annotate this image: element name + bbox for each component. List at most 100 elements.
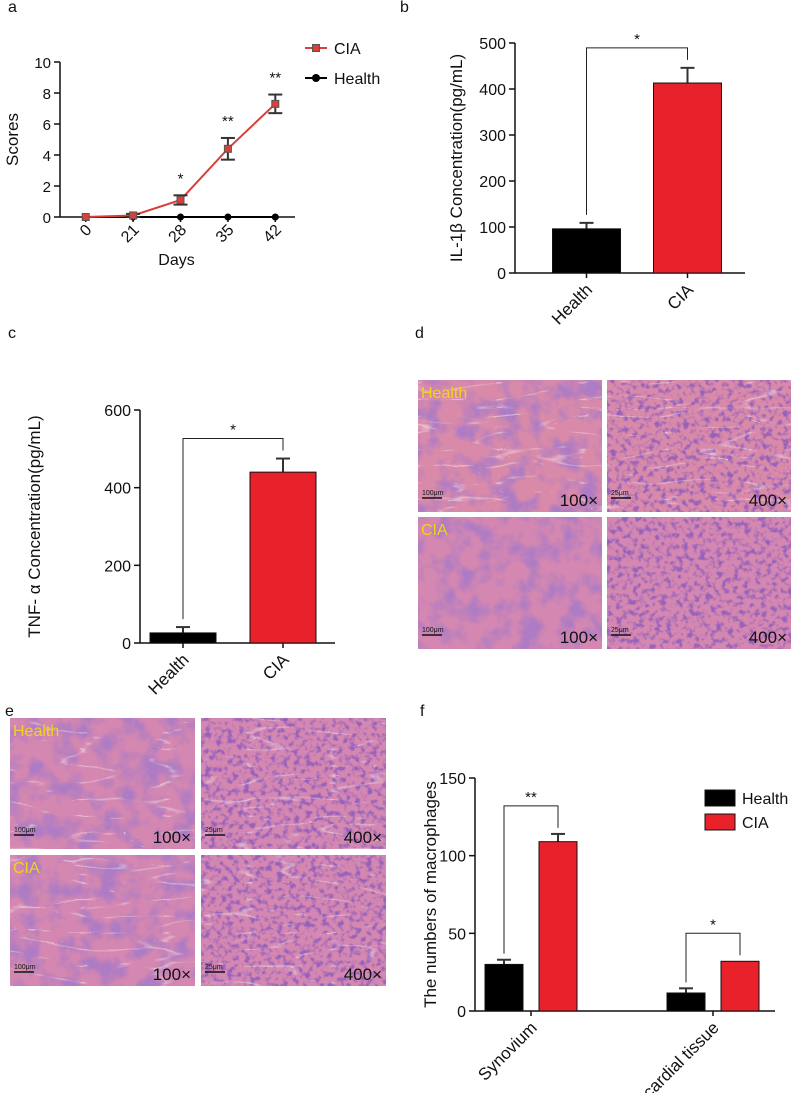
magnification: 100× [560,628,598,647]
y-tick-label: 500 [479,36,506,53]
bar [149,632,217,644]
legend-marker [312,74,320,82]
point [271,99,280,108]
x-tick-label: 35 [213,222,238,247]
y-tick-label: 50 [448,926,466,943]
magnification: 400× [344,965,382,984]
legend-label: Health [742,791,788,808]
tissue-gap [10,718,195,849]
x-tick-label: Health [144,650,192,698]
significance-bracket [503,805,559,954]
tissue-gap [607,380,791,512]
bar [484,963,524,1012]
y-tick-label: 0 [497,266,506,283]
scale-bar-label: 100μm [422,627,444,634]
group-label: CIA [421,522,448,539]
y-tick-label: 4 [43,148,51,165]
y-tick-label: 100 [439,849,466,866]
x-tick-label: Myocardial tissue [616,1018,722,1093]
x-tick-label: 0 [77,222,95,240]
significance-label: ** [269,70,281,87]
panel-label: a [8,0,17,16]
panel-label: f [420,703,425,720]
y-axis-label: Scores [3,113,22,166]
x-tick-label: 28 [166,222,191,247]
significance-label: ** [525,789,537,806]
x-tick-label: 21 [118,222,143,247]
x-axis-label: Days [158,252,194,269]
scale-bar-label: 25μm [205,827,223,834]
magnification: 100× [153,828,191,847]
scale-bar-label: 100μm [14,964,36,971]
scale-bar-label: 25μm [611,490,629,497]
magnification: 100× [560,491,598,510]
significance-label: ** [222,113,234,130]
group-label: Health [421,385,467,402]
magnification: 400× [749,628,787,647]
significance-bracket [182,438,284,620]
tissue-gap [201,718,386,849]
x-tick-label: CIA [259,650,293,684]
x-tick-label: Synovium [474,1018,540,1084]
tissue-gap [201,855,386,986]
point [177,213,184,221]
bar [720,960,760,1012]
x-tick-label: Health [548,280,596,328]
y-tick-label: 150 [439,771,466,788]
scale-bar-label: 25μm [611,627,629,634]
significance-bracket [586,47,688,215]
y-tick-label: 0 [122,636,131,653]
panel-label: b [400,0,409,16]
point [271,213,279,221]
tissue-gap [418,380,602,512]
y-tick-label: 8 [43,86,51,103]
magnification: 400× [344,828,382,847]
legend-label: Health [334,71,380,88]
point [81,213,90,221]
group-label: CIA [13,860,40,877]
legend-marker [312,44,320,52]
y-tick-label: 0 [43,210,51,227]
legend-label: CIA [334,41,361,58]
magnification: 400× [749,491,787,510]
y-tick-label: 100 [479,220,506,237]
significance-bracket [685,932,741,983]
y-axis-label: The numbers of macrophages [421,781,440,1008]
point [224,213,232,221]
tissue-gap [10,855,195,986]
magnification: 100× [153,965,191,984]
y-axis-label: TNF- α Concentration(pg/mL) [25,415,44,637]
y-tick-label: 200 [104,558,131,575]
significance-label: * [710,916,716,933]
bar [666,992,706,1012]
significance-label: * [634,31,640,48]
y-tick-label: 10 [34,55,51,72]
scale-bar-label: 100μm [14,827,36,834]
bar [552,228,621,274]
y-tick-label: 400 [104,481,131,498]
y-tick-label: 200 [479,174,506,191]
group-label: Health [13,723,59,740]
significance-label: * [178,170,184,187]
point [129,211,138,220]
legend-label: CIA [742,815,769,832]
stain-texture [607,517,791,649]
x-tick-label: CIA [664,280,698,314]
significance-label: * [230,422,236,439]
point [223,144,232,153]
x-tick-label: 42 [260,222,285,247]
panel-label: c [8,325,16,342]
scale-bar-label: 100μm [422,490,444,497]
y-tick-label: 2 [43,179,51,196]
scale-bar-label: 25μm [205,964,223,971]
y-tick-label: 6 [43,117,51,134]
panel-label: d [415,325,424,342]
y-tick-label: 400 [479,82,506,99]
bar [653,82,722,274]
y-tick-label: 0 [457,1004,466,1021]
legend-swatch [704,813,736,831]
panel-label: e [5,703,14,720]
legend-swatch [704,789,736,807]
bar [538,841,578,1012]
